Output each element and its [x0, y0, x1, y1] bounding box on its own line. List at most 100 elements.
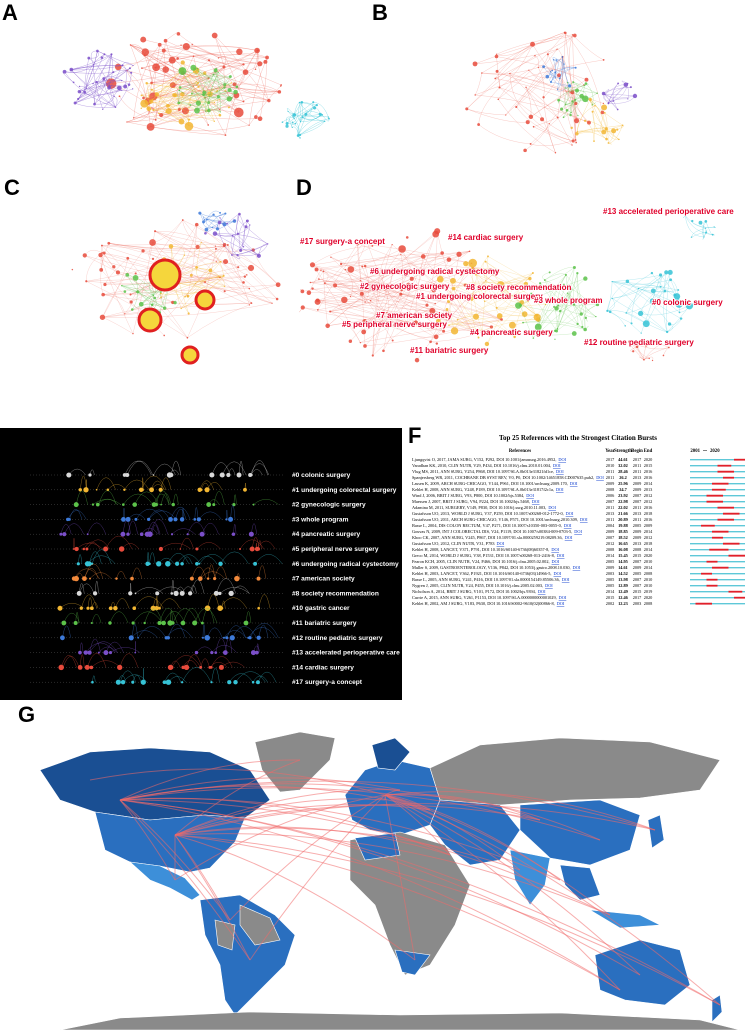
- network-node: [498, 86, 501, 89]
- network-edge: [590, 99, 605, 133]
- doi-link[interactable]: DOI: [538, 589, 546, 594]
- network-node: [703, 236, 705, 238]
- network-node: [611, 297, 613, 300]
- network-node: [434, 228, 441, 235]
- network-edge: [214, 35, 225, 68]
- network-node: [371, 354, 374, 357]
- network-node: [227, 106, 230, 109]
- network-edge: [360, 305, 428, 343]
- timeline-node: [118, 546, 125, 552]
- year: 2005: [606, 577, 615, 582]
- timeline-link: [160, 477, 172, 490]
- network-node: [556, 116, 559, 119]
- doi-link[interactable]: DOI: [557, 601, 565, 606]
- network-node: [361, 329, 367, 335]
- network-node: [202, 93, 205, 97]
- network-node: [194, 107, 200, 114]
- timeline-node: [179, 590, 185, 596]
- network-node: [494, 77, 497, 80]
- timeline-node: [158, 487, 163, 492]
- doi-link[interactable]: DOI: [532, 499, 540, 504]
- timeline-node: [210, 651, 214, 655]
- network-node: [121, 89, 123, 91]
- end: 2010: [644, 577, 653, 582]
- doi-link[interactable]: DOI: [558, 457, 566, 462]
- doi-link[interactable]: DOI: [497, 541, 505, 546]
- network-edge: [701, 221, 707, 238]
- network-node: [601, 129, 607, 135]
- doi-link[interactable]: DOI: [545, 583, 553, 588]
- doi-link[interactable]: DOI: [556, 487, 564, 492]
- network-node: [679, 317, 683, 320]
- doi-link[interactable]: DOI: [548, 505, 556, 510]
- year: 2012: [606, 541, 615, 546]
- doi-link[interactable]: DOI: [556, 469, 564, 474]
- timeline-link: [196, 542, 221, 550]
- network-edge: [312, 288, 414, 324]
- network-edge: [118, 55, 194, 68]
- doi-link[interactable]: DOI: [559, 595, 567, 600]
- network-node: [436, 275, 444, 283]
- network-node: [417, 295, 419, 297]
- network-edge: [108, 243, 254, 253]
- network-edge: [71, 64, 123, 70]
- doi-link[interactable]: DOI: [573, 565, 581, 570]
- begin: 2007: [633, 583, 642, 588]
- network-node: [472, 61, 478, 67]
- network-edge: [141, 67, 269, 101]
- doi-link[interactable]: DOI: [565, 535, 573, 540]
- network-edge: [234, 83, 280, 93]
- timeline-node: [213, 577, 217, 581]
- doi-link[interactable]: DOI: [574, 529, 582, 534]
- timeline-link: [251, 460, 268, 476]
- network-node: [363, 344, 367, 348]
- network-edge: [466, 108, 506, 116]
- doi-link[interactable]: DOI: [553, 463, 561, 468]
- doi-link[interactable]: DOI: [596, 475, 604, 480]
- network-edge: [400, 254, 502, 320]
- network-edge: [611, 281, 668, 333]
- timeline-link: [159, 598, 180, 609]
- doi-link[interactable]: DOI: [562, 577, 570, 582]
- timeline-link: [153, 463, 176, 476]
- timeline-link: [78, 554, 83, 564]
- network-edge: [126, 111, 150, 123]
- network-node: [545, 74, 550, 79]
- doi-link[interactable]: DOI: [552, 559, 560, 564]
- doi-link[interactable]: DOI: [580, 517, 588, 522]
- network-edge: [312, 264, 361, 343]
- doi-link[interactable]: DOI: [570, 481, 578, 486]
- network-node: [206, 218, 208, 221]
- country: [59, 1011, 741, 1030]
- network-edge: [523, 321, 586, 330]
- doi-link[interactable]: DOI: [564, 523, 572, 528]
- cluster-label: #2 gynecologic surgery: [360, 282, 450, 291]
- doi-link[interactable]: DOI: [526, 493, 534, 498]
- network-node: [214, 247, 217, 250]
- network-node: [183, 254, 186, 256]
- end: 2020: [644, 457, 653, 462]
- network-node: [596, 92, 598, 95]
- cluster-label: #14 cardiac surgery: [292, 664, 354, 671]
- timeline-link: [89, 641, 118, 653]
- network-edge: [150, 72, 205, 102]
- doi-link[interactable]: DOI: [557, 553, 565, 558]
- network-node: [477, 336, 480, 339]
- network-node: [148, 111, 150, 113]
- doi-link[interactable]: DOI: [566, 511, 574, 516]
- link-arc: [174, 759, 301, 836]
- network-edge: [126, 110, 186, 123]
- network-node: [300, 305, 305, 310]
- network-node: [233, 107, 244, 118]
- network-node: [242, 63, 245, 66]
- timeline-node: [78, 650, 82, 655]
- network-edge: [685, 215, 704, 238]
- doi-link[interactable]: DOI: [551, 547, 559, 552]
- network-node: [125, 272, 130, 277]
- doi-link[interactable]: DOI: [553, 571, 561, 576]
- network-node: [450, 277, 456, 284]
- timeline-node: [131, 621, 135, 625]
- network-node: [434, 302, 436, 305]
- network-node: [601, 104, 608, 111]
- network-node: [223, 259, 229, 265]
